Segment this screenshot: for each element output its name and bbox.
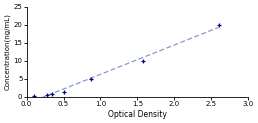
X-axis label: Optical Density: Optical Density xyxy=(108,110,167,119)
Y-axis label: Concentration(ng/mL): Concentration(ng/mL) xyxy=(4,13,11,90)
